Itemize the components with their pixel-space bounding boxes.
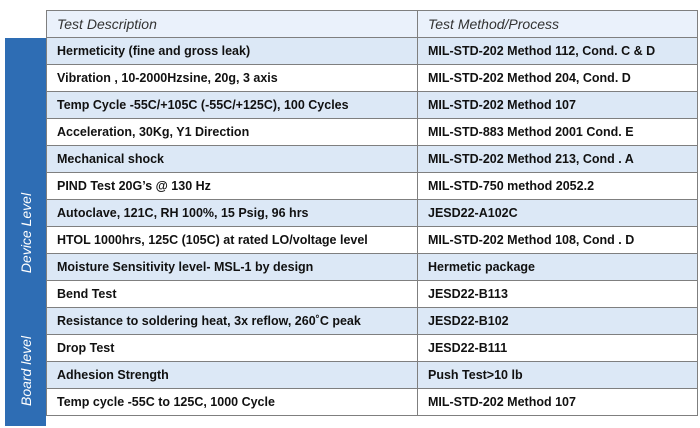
test-description-cell: Hermeticity (fine and gross leak) <box>46 37 418 65</box>
test-description-cell: Drop Test <box>46 334 418 362</box>
test-description-cell: HTOL 1000hrs, 125C (105C) at rated LO/vo… <box>46 226 418 254</box>
table-row: Bend Test JESD22-B113 <box>46 280 698 308</box>
test-method-cell: MIL-STD-750 method 2052.2 <box>417 172 698 200</box>
table-row: Adhesion Strength Push Test>10 lb <box>46 361 698 389</box>
test-description-cell: Adhesion Strength <box>46 361 418 389</box>
table-header-row: Test Description Test Method/Process <box>46 10 698 38</box>
test-description-cell: Moisture Sensitivity level- MSL-1 by des… <box>46 253 418 281</box>
test-method-cell: MIL-STD-202 Method 107 <box>417 91 698 119</box>
table-row: Hermeticity (fine and gross leak) MIL-ST… <box>46 37 698 65</box>
table-row: Resistance to soldering heat, 3x reflow,… <box>46 307 698 335</box>
table-row: Moisture Sensitivity level- MSL-1 by des… <box>46 253 698 281</box>
table-row: HTOL 1000hrs, 125C (105C) at rated LO/vo… <box>46 226 698 254</box>
test-description-cell: Resistance to soldering heat, 3x reflow,… <box>46 307 418 335</box>
test-method-cell: MIL-STD-202 Method 112, Cond. C & D <box>417 37 698 65</box>
test-method-cell: Hermetic package <box>417 253 698 281</box>
test-method-cell: MIL-STD-202 Method 213, Cond . A <box>417 145 698 173</box>
test-method-cell: MIL-STD-202 Method 108, Cond . D <box>417 226 698 254</box>
test-method-cell: Push Test>10 lb <box>417 361 698 389</box>
test-method-cell: JESD22-A102C <box>417 199 698 227</box>
test-description-cell: Autoclave, 121C, RH 100%, 15 Psig, 96 hr… <box>46 199 418 227</box>
test-description-cell: Temp cycle -55C to 125C, 1000 Cycle <box>46 388 418 416</box>
test-method-cell: MIL-STD-883 Method 2001 Cond. E <box>417 118 698 146</box>
test-description-cell: Temp Cycle -55C/+105C (-55C/+125C), 100 … <box>46 91 418 119</box>
header-test-method: Test Method/Process <box>417 10 698 38</box>
test-description-cell: Vibration , 10-2000Hzsine, 20g, 3 axis <box>46 64 418 92</box>
table-row: Drop Test JESD22-B111 <box>46 334 698 362</box>
test-method-cell: MIL-STD-202 Method 107 <box>417 388 698 416</box>
table-row: Autoclave, 121C, RH 100%, 15 Psig, 96 hr… <box>46 199 698 227</box>
table-row: Mechanical shock MIL-STD-202 Method 213,… <box>46 145 698 173</box>
test-table: Test Description Test Method/Process Her… <box>46 10 698 416</box>
test-description-cell: Bend Test <box>46 280 418 308</box>
table-row: Acceleration, 30Kg, Y1 Direction MIL-STD… <box>46 118 698 146</box>
device-level-band: Device Level <box>5 38 46 288</box>
test-method-cell: JESD22-B111 <box>417 334 698 362</box>
header-test-description: Test Description <box>46 10 418 38</box>
board-level-label: Board level <box>17 335 34 406</box>
test-method-cell: JESD22-B113 <box>417 280 698 308</box>
table-row: Temp Cycle -55C/+105C (-55C/+125C), 100 … <box>46 91 698 119</box>
table-row: Temp cycle -55C to 125C, 1000 Cycle MIL-… <box>46 388 698 416</box>
table-row: Vibration , 10-2000Hzsine, 20g, 3 axis M… <box>46 64 698 92</box>
test-method-cell: JESD22-B102 <box>417 307 698 335</box>
test-description-cell: Acceleration, 30Kg, Y1 Direction <box>46 118 418 146</box>
test-description-cell: Mechanical shock <box>46 145 418 173</box>
device-level-label: Device Level <box>17 192 34 274</box>
table-row: PIND Test 20G’s @ 130 Hz MIL-STD-750 met… <box>46 172 698 200</box>
test-method-cell: MIL-STD-202 Method 204, Cond. D <box>417 64 698 92</box>
board-level-band: Board level <box>5 288 46 426</box>
test-description-cell: PIND Test 20G’s @ 130 Hz <box>46 172 418 200</box>
